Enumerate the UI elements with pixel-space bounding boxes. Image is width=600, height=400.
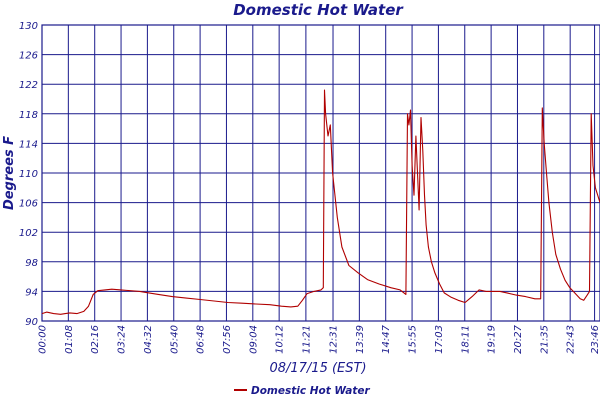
x-tick-label: 10:12: [275, 325, 286, 354]
legend: Domestic Hot Water: [234, 385, 371, 397]
x-tick-label: 14:47: [381, 324, 392, 353]
y-tick-label: 126: [19, 51, 38, 62]
x-tick-label: 01:08: [64, 325, 75, 354]
plot-frame: [41, 24, 600, 322]
x-tick-label: 13:39: [355, 325, 366, 354]
x-tick-label: 18:11: [460, 325, 471, 354]
y-tick-label: 102: [19, 228, 38, 239]
x-axis-label: 08/17/15 (EST): [269, 361, 366, 376]
x-tick-label: 19:19: [487, 325, 498, 354]
x-tick-label: 11:21: [301, 325, 312, 354]
y-tick-label: 114: [19, 139, 38, 150]
x-tick-label: 07:56: [222, 325, 233, 354]
y-tick-label: 98: [25, 258, 38, 269]
x-tick-label: 09:04: [248, 325, 259, 354]
x-tick-label: 21:35: [539, 325, 550, 354]
y-tick-labels: 90 94 98 102 106 110 114 118 122 126 130: [19, 21, 38, 328]
grid: [41, 24, 600, 322]
y-tick-label: 122: [19, 80, 38, 91]
x-tick-label: 15:55: [408, 325, 419, 354]
x-tick-labels: 00:00 01:08 02:16 03:24 04:32 05:40 06:48 07:56…: [38, 324, 600, 353]
x-tick-label: 05:40: [169, 325, 180, 354]
x-tick-label: 03:24: [117, 325, 128, 354]
legend-label: Domestic Hot Water: [251, 385, 371, 397]
y-tick-label: 110: [19, 169, 38, 180]
y-tick-label: 130: [19, 21, 38, 32]
y-tick-label: 106: [19, 199, 38, 210]
x-tick-label: 04:32: [143, 325, 154, 354]
series-line-domestic-hot-water: [41, 89, 600, 315]
x-tick-label: 22:43: [566, 325, 577, 354]
chart-title: Domestic Hot Water: [233, 1, 404, 19]
x-tick-label: 20:27: [513, 324, 524, 353]
x-tick-label: 02:16: [90, 325, 101, 354]
x-tick-label: 06:48: [196, 325, 207, 354]
y-tick-label: 94: [25, 287, 38, 298]
y-tick-label: 90: [25, 317, 38, 328]
y-axis-label: Degrees F: [2, 136, 17, 210]
x-tick-label: 00:00: [38, 325, 49, 354]
x-tick-label: 23:46: [590, 325, 600, 354]
y-tick-label: 118: [19, 110, 38, 121]
x-tick-label: 12:31: [329, 325, 340, 354]
x-tick-label: 17:03: [434, 325, 445, 354]
